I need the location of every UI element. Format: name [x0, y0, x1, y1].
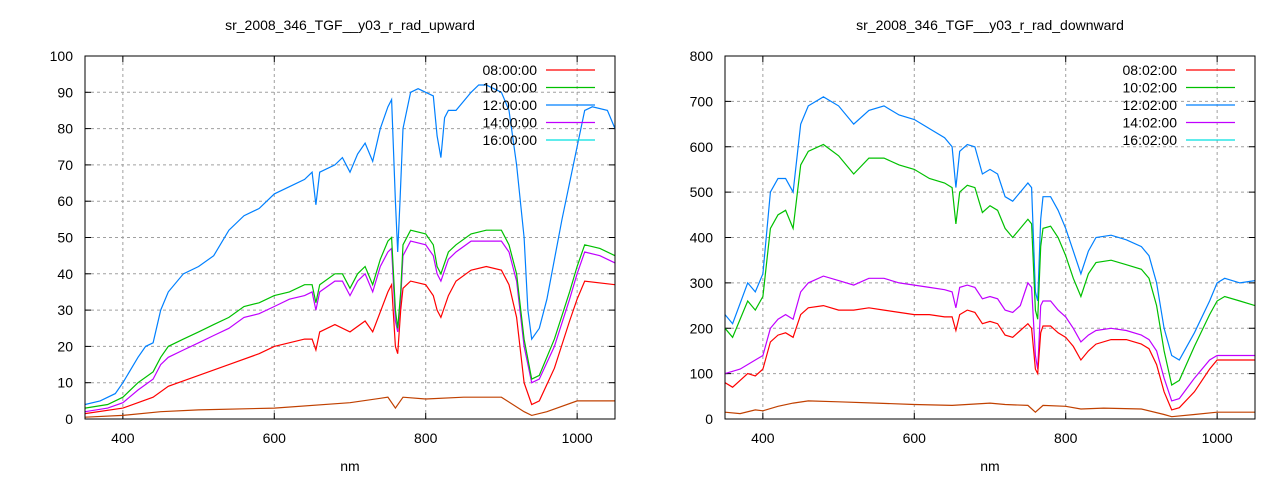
- legend-label: 14:00:00: [483, 115, 538, 131]
- series-line-16-00-00: [85, 396, 615, 418]
- y-tick-label: 80: [57, 121, 73, 137]
- x-tick-label: 800: [1054, 430, 1078, 446]
- series-line-12-02-00: [725, 96, 1255, 361]
- x-axis-label: nm: [980, 458, 999, 474]
- chart-title: sr_2008_346_TGF__y03_r_rad_downward: [856, 17, 1124, 33]
- y-tick-label: 10: [57, 375, 73, 391]
- series-line-08-02-00: [725, 304, 1255, 411]
- x-tick-label: 600: [903, 430, 927, 446]
- x-tick-label: 1000: [1202, 430, 1233, 446]
- y-tick-label: 40: [57, 266, 73, 282]
- y-tick-label: 500: [690, 184, 714, 200]
- x-axis-label: nm: [340, 458, 359, 474]
- series-line-16-02-00: [725, 400, 1255, 418]
- chart-title: sr_2008_346_TGF__y03_r_rad_upward: [225, 17, 475, 33]
- y-tick-label: 200: [690, 320, 714, 336]
- legend-label: 16:02:00: [1123, 132, 1178, 148]
- legend-label: 08:02:00: [1123, 62, 1178, 78]
- x-tick-label: 400: [751, 430, 775, 446]
- y-tick-label: 300: [690, 275, 714, 291]
- y-tick-label: 90: [57, 84, 73, 100]
- x-tick-label: 1000: [562, 430, 593, 446]
- x-tick-label: 600: [263, 430, 287, 446]
- series-line-08-00-00: [85, 265, 615, 415]
- legend-label: 10:02:00: [1123, 80, 1178, 96]
- y-tick-label: 700: [690, 93, 714, 109]
- x-tick-label: 400: [111, 430, 135, 446]
- series-line-12-00-00: [85, 84, 615, 406]
- y-tick-label: 0: [65, 411, 73, 427]
- series-line-14-00-00: [85, 240, 615, 413]
- legend-label: 12:00:00: [483, 97, 538, 113]
- series-line-14-02-00: [725, 275, 1255, 402]
- legend-label: 16:00:00: [483, 132, 538, 148]
- series-line-10-02-00: [725, 143, 1255, 386]
- y-tick-label: 20: [57, 338, 73, 354]
- y-tick-label: 600: [690, 139, 714, 155]
- y-tick-label: 400: [690, 230, 714, 246]
- y-tick-label: 50: [57, 230, 73, 246]
- plot-border: [724, 55, 1256, 420]
- legend-label: 12:02:00: [1123, 97, 1178, 113]
- legend-label: 10:00:00: [483, 80, 538, 96]
- y-tick-label: 100: [50, 48, 74, 64]
- legend-label: 14:02:00: [1123, 115, 1178, 131]
- y-tick-label: 70: [57, 157, 73, 173]
- series-line-10-00-00: [85, 229, 615, 409]
- y-tick-label: 0: [705, 411, 713, 427]
- plot-border: [84, 55, 616, 420]
- y-tick-label: 800: [690, 48, 714, 64]
- y-tick-label: 100: [690, 366, 714, 382]
- x-tick-label: 800: [414, 430, 438, 446]
- y-tick-label: 60: [57, 193, 73, 209]
- y-tick-label: 30: [57, 302, 73, 318]
- legend-label: 08:00:00: [483, 62, 538, 78]
